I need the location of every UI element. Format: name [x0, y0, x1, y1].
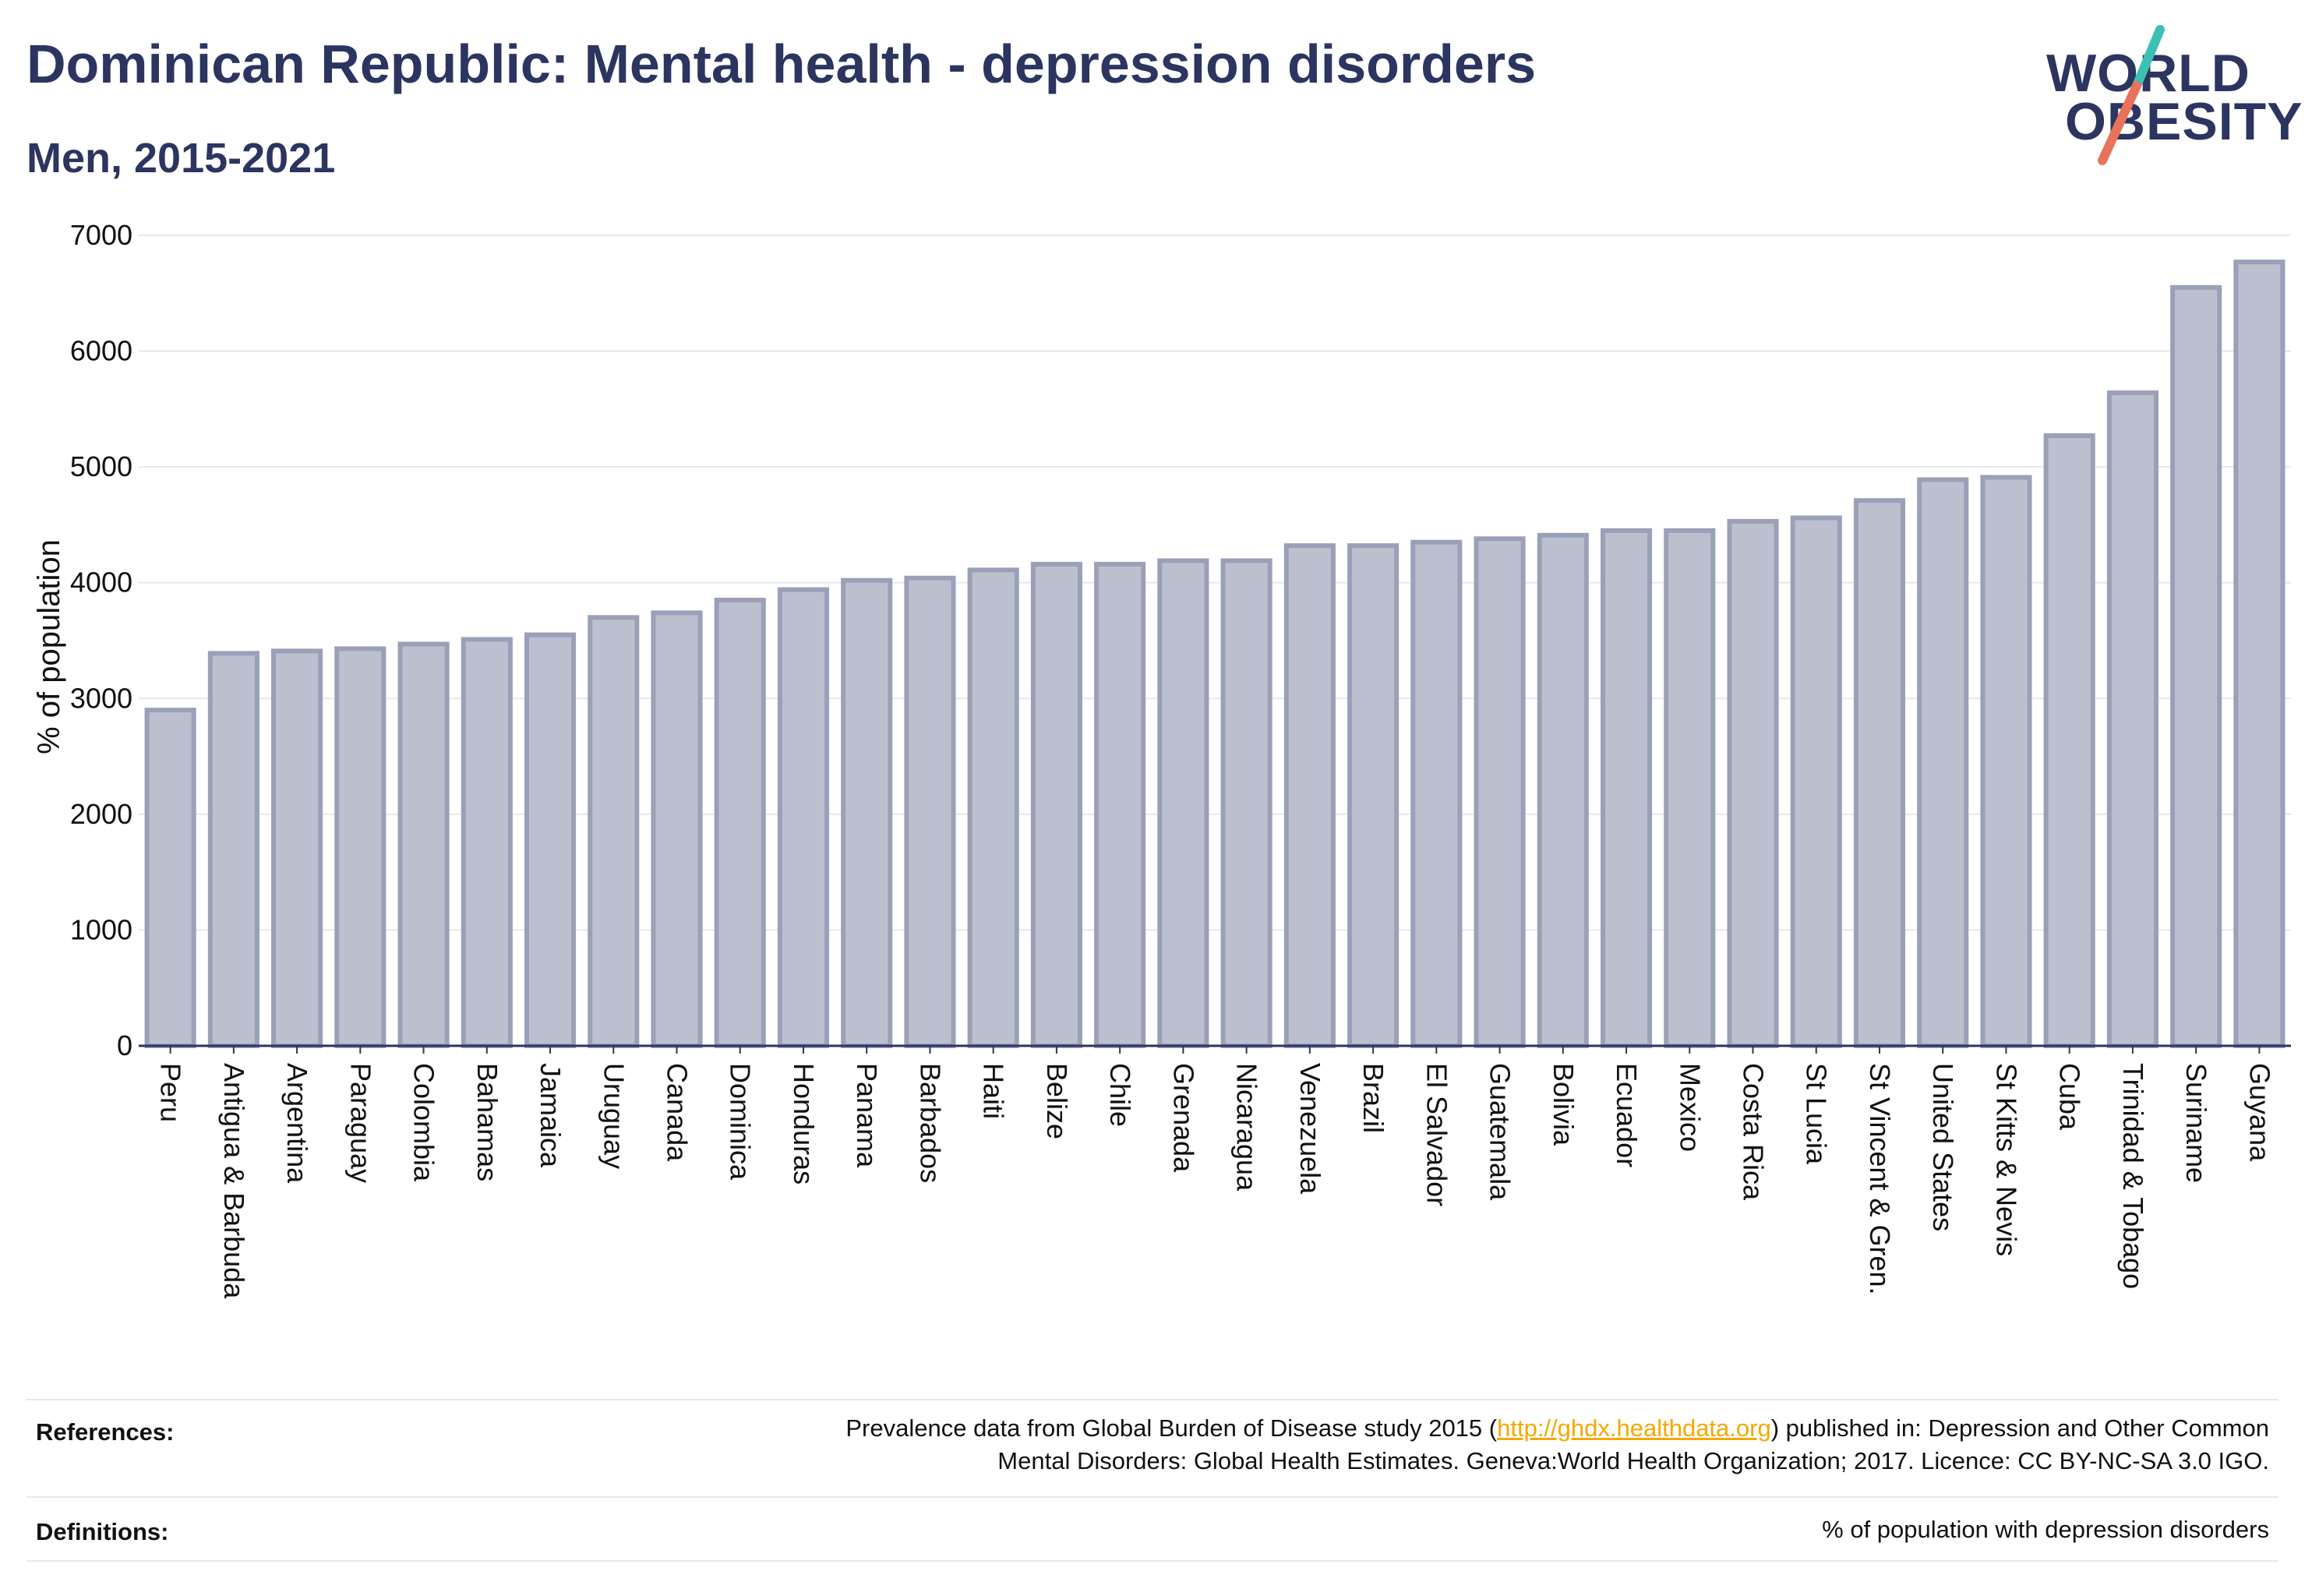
logo-slash-icon — [2098, 25, 2165, 165]
chart-subtitle: Men, 2015-2021 — [26, 135, 336, 182]
x-tick-label: Venezuela — [1294, 1063, 1326, 1195]
references-line-2: Mental Disorders: Global Health Estimate… — [997, 1447, 2269, 1474]
y-tick-label: 1000 — [70, 913, 132, 945]
x-tick-label: Guatemala — [1484, 1063, 1516, 1201]
y-tick-label: 4000 — [70, 567, 132, 598]
x-tick-label: Trinidad & Tobago — [2117, 1063, 2149, 1289]
bar — [841, 577, 893, 1048]
bar — [777, 587, 830, 1048]
x-tick-label: El Salvador — [1421, 1063, 1453, 1206]
x-tick-label: Cuba — [2054, 1063, 2086, 1131]
x-tick-label: Uruguay — [598, 1063, 630, 1169]
x-tick-label: Haiti — [978, 1063, 1010, 1119]
x-tick-label: Peru — [155, 1063, 187, 1122]
world-obesity-logo: WORLD OBESITY — [2026, 22, 2303, 170]
x-tick-label: Argentina — [281, 1063, 313, 1184]
x-tick-label: Paraguay — [344, 1063, 376, 1183]
x-tick-label: Nicaragua — [1231, 1063, 1263, 1192]
bar — [461, 637, 513, 1048]
bar — [1980, 475, 2032, 1048]
x-tick-label: Dominica — [725, 1063, 757, 1181]
bar — [1347, 543, 1400, 1048]
bar — [904, 575, 956, 1048]
bar — [1664, 528, 1716, 1049]
x-tick-label: Grenada — [1167, 1063, 1199, 1173]
x-tick-label: Brazil — [1357, 1063, 1389, 1133]
bar — [1600, 528, 1653, 1049]
bar — [1220, 558, 1273, 1048]
y-tick-label: 6000 — [70, 335, 132, 367]
references-line-1: Prevalence data from Global Burden of Di… — [845, 1412, 2269, 1445]
x-tick-label: Barbados — [914, 1063, 946, 1183]
x-tick-label: Mexico — [1674, 1063, 1706, 1152]
bar — [1537, 532, 1589, 1048]
x-tick-label: United States — [1927, 1063, 1959, 1231]
x-tick-label: Suriname — [2180, 1063, 2212, 1183]
bar — [1410, 539, 1463, 1048]
y-tick-label: 7000 — [70, 219, 132, 251]
bar — [397, 641, 450, 1048]
bar — [1474, 536, 1526, 1048]
definitions-label: Definitions: — [36, 1518, 169, 1545]
bar — [524, 632, 577, 1048]
definitions-text: % of population with depression disorder… — [1822, 1516, 2269, 1543]
bar — [1727, 518, 1779, 1048]
bar — [2043, 433, 2095, 1048]
x-tick-label: Honduras — [788, 1063, 820, 1185]
references-line-1-start: Prevalence data from Global Burden of Di… — [845, 1414, 1498, 1442]
bar — [1790, 515, 1842, 1048]
bar — [2233, 260, 2286, 1048]
bar — [1283, 543, 1336, 1048]
x-tick-label: Panama — [851, 1063, 883, 1168]
x-tick-label: Antigua & Barbuda — [218, 1063, 250, 1299]
bar — [714, 598, 766, 1048]
x-tick-label: Bahamas — [471, 1063, 503, 1181]
x-tick-label: St Vincent & Gren. — [1864, 1063, 1896, 1295]
x-tick-label: Bolivia — [1548, 1063, 1580, 1146]
bar — [1094, 561, 1146, 1048]
bar-chart: 0 1000 2000 3000 4000 5000 6000 7000 Peru Antigua… — [32, 219, 2291, 1299]
bar — [271, 648, 323, 1048]
y-axis-title: % of population — [32, 539, 66, 754]
y-tick-label: 5000 — [70, 450, 132, 482]
footer-divider — [26, 1496, 2279, 1498]
references-label: References: — [36, 1418, 175, 1446]
bar — [1853, 498, 1906, 1048]
references-line-1-end: ) published in: Depression and Other Com… — [1770, 1414, 2269, 1442]
bar — [651, 610, 703, 1048]
x-tick-label: Costa Rica — [1738, 1063, 1770, 1201]
footer-divider — [26, 1560, 2279, 1562]
bar — [588, 615, 640, 1048]
bar — [334, 646, 387, 1049]
references-text: Prevalence data from Global Burden of Di… — [845, 1412, 2269, 1478]
x-tick-label: Chile — [1104, 1063, 1136, 1127]
x-tick-label: St Lucia — [1801, 1063, 1833, 1165]
x-tick-label: Ecuador — [1611, 1063, 1643, 1167]
x-tick-label: Belize — [1041, 1063, 1073, 1139]
x-tick-label: St Kitts & Nevis — [1990, 1063, 2022, 1256]
footer-divider — [26, 1399, 2279, 1400]
bar — [144, 708, 196, 1049]
logo-word-obesity: OBESITY — [2065, 92, 2303, 151]
bar — [207, 651, 259, 1048]
bar — [1030, 561, 1082, 1048]
bar — [967, 567, 1019, 1049]
bar — [1157, 558, 1209, 1048]
x-tick-label: Guyana — [2243, 1063, 2275, 1162]
bar — [2106, 390, 2159, 1049]
chart-title: Dominican Republic: Mental health - depr… — [26, 34, 1536, 94]
x-tick-label: Colombia — [408, 1063, 440, 1182]
bar — [1917, 477, 1969, 1048]
y-tick-label: 0 — [117, 1029, 132, 1061]
references-link[interactable]: http://ghdx.healthdata.org — [1497, 1414, 1771, 1442]
x-tick-label: Jamaica — [535, 1063, 567, 1168]
x-tick-label: Canada — [662, 1063, 694, 1162]
bar — [2170, 284, 2222, 1049]
y-tick-label: 3000 — [70, 682, 132, 714]
y-tick-label: 2000 — [70, 798, 132, 830]
